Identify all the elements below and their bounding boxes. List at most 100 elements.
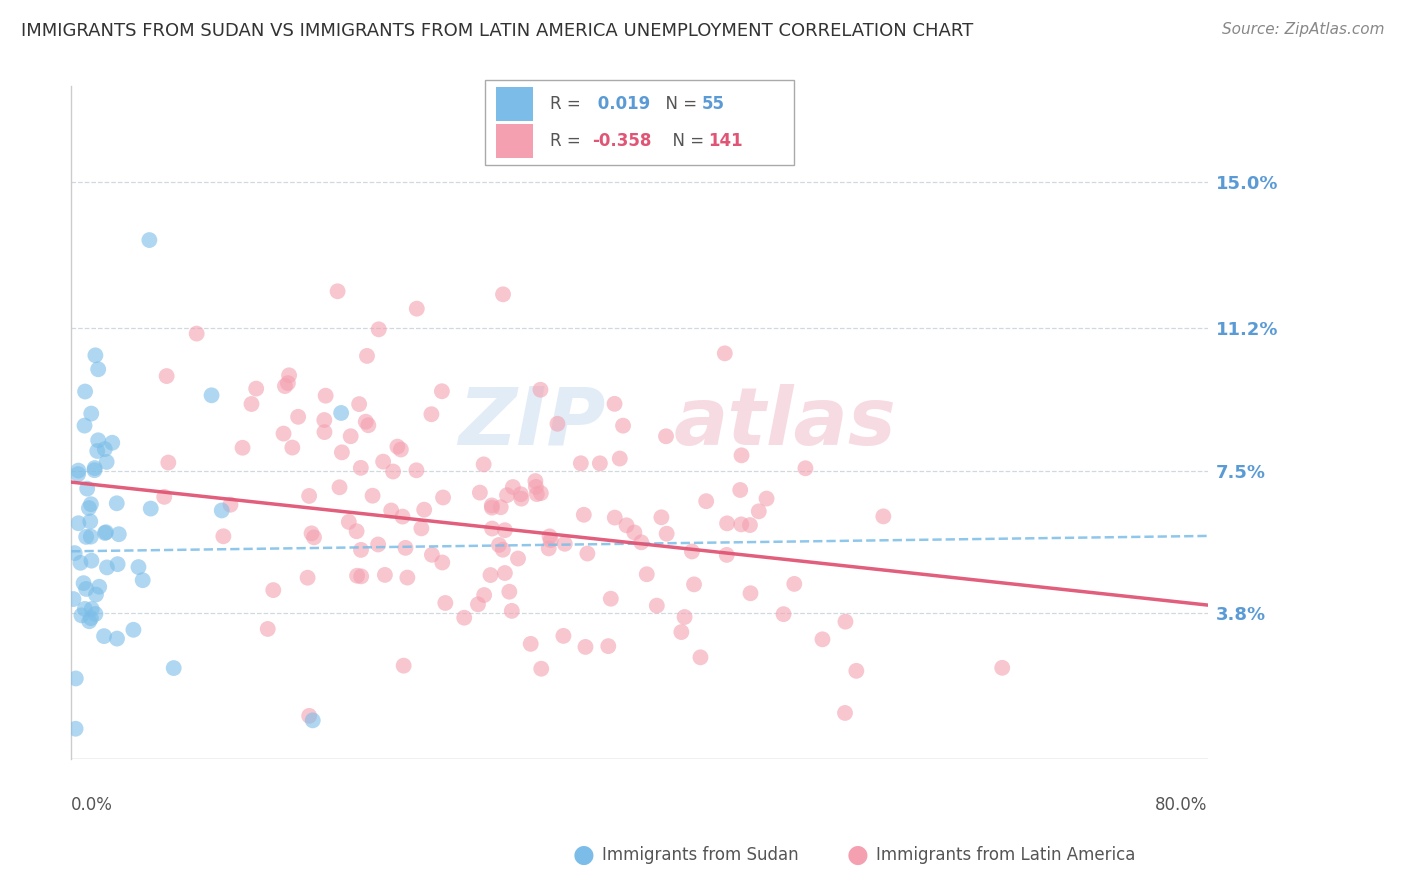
Text: IMMIGRANTS FROM SUDAN VS IMMIGRANTS FROM LATIN AMERICA UNEMPLOYMENT CORRELATION : IMMIGRANTS FROM SUDAN VS IMMIGRANTS FROM…	[21, 22, 973, 40]
Text: 80.0%: 80.0%	[1156, 796, 1208, 814]
Point	[389, 442, 412, 457]
Point	[339, 429, 361, 443]
Text: N =: N =	[655, 95, 703, 113]
Point	[603, 397, 626, 411]
Point	[572, 508, 595, 522]
Point	[373, 455, 395, 469]
Point	[302, 530, 325, 544]
Point	[108, 527, 131, 541]
Text: atlas: atlas	[673, 384, 896, 461]
Point	[738, 518, 761, 533]
Point	[89, 580, 111, 594]
Point	[432, 556, 454, 570]
Point	[245, 382, 267, 396]
Point	[616, 518, 638, 533]
Point	[350, 542, 373, 557]
Text: 0.019: 0.019	[592, 95, 650, 113]
Point	[347, 397, 370, 411]
Text: Immigrants from Sudan: Immigrants from Sudan	[602, 846, 799, 863]
Point	[524, 474, 547, 488]
Point	[84, 587, 107, 601]
Text: Immigrants from Latin America: Immigrants from Latin America	[876, 846, 1135, 863]
Point	[127, 560, 149, 574]
Point	[434, 596, 457, 610]
Point	[65, 722, 87, 736]
Point	[420, 407, 443, 421]
Point	[811, 632, 834, 647]
Point	[301, 714, 323, 728]
Point	[367, 322, 389, 336]
Point	[131, 573, 153, 587]
Text: R =: R =	[550, 132, 586, 150]
Point	[84, 607, 107, 621]
Point	[502, 480, 524, 494]
Point	[86, 444, 108, 458]
Point	[689, 650, 711, 665]
Point	[75, 384, 97, 399]
Text: 141: 141	[709, 132, 744, 150]
Point	[330, 406, 353, 420]
Point	[524, 480, 547, 494]
Point	[278, 368, 301, 383]
Point	[496, 488, 519, 502]
Point	[872, 509, 894, 524]
Point	[153, 490, 176, 504]
Point	[77, 501, 100, 516]
Point	[405, 301, 427, 316]
Point	[636, 567, 658, 582]
Point	[65, 672, 87, 686]
Point	[139, 501, 162, 516]
Point	[157, 456, 180, 470]
Point	[623, 525, 645, 540]
Point	[200, 388, 222, 402]
Point	[540, 533, 562, 548]
Point	[740, 586, 762, 600]
Point	[589, 456, 612, 470]
Text: N =: N =	[662, 132, 710, 150]
Point	[314, 425, 336, 439]
Point	[391, 509, 413, 524]
Point	[297, 571, 319, 585]
Point	[529, 383, 551, 397]
Point	[84, 348, 107, 362]
Point	[186, 326, 208, 341]
Point	[598, 639, 620, 653]
Text: ●: ●	[572, 843, 595, 866]
Point	[80, 602, 103, 616]
Point	[392, 658, 415, 673]
Point	[69, 556, 91, 570]
Point	[430, 384, 453, 399]
Point	[93, 629, 115, 643]
Point	[315, 389, 337, 403]
Point	[75, 582, 97, 596]
Point	[991, 661, 1014, 675]
Point	[492, 287, 515, 301]
Point	[772, 607, 794, 622]
Point	[530, 486, 553, 500]
Point	[83, 461, 105, 475]
Point	[494, 523, 516, 537]
Point	[492, 542, 515, 557]
Point	[101, 435, 124, 450]
Point	[356, 349, 378, 363]
Point	[574, 640, 596, 654]
Point	[537, 541, 560, 556]
Point	[350, 460, 373, 475]
Point	[380, 503, 402, 517]
Point	[748, 504, 770, 518]
Point	[62, 592, 84, 607]
Point	[314, 413, 336, 427]
Point	[256, 622, 278, 636]
Point	[673, 610, 696, 624]
Point	[357, 418, 380, 433]
Point	[163, 661, 186, 675]
Point	[468, 485, 491, 500]
Point	[330, 445, 353, 459]
Point	[501, 604, 523, 618]
Point	[219, 498, 242, 512]
Point	[361, 489, 384, 503]
Point	[650, 510, 672, 524]
Point	[834, 706, 856, 720]
Point	[498, 584, 520, 599]
Point	[479, 568, 502, 582]
